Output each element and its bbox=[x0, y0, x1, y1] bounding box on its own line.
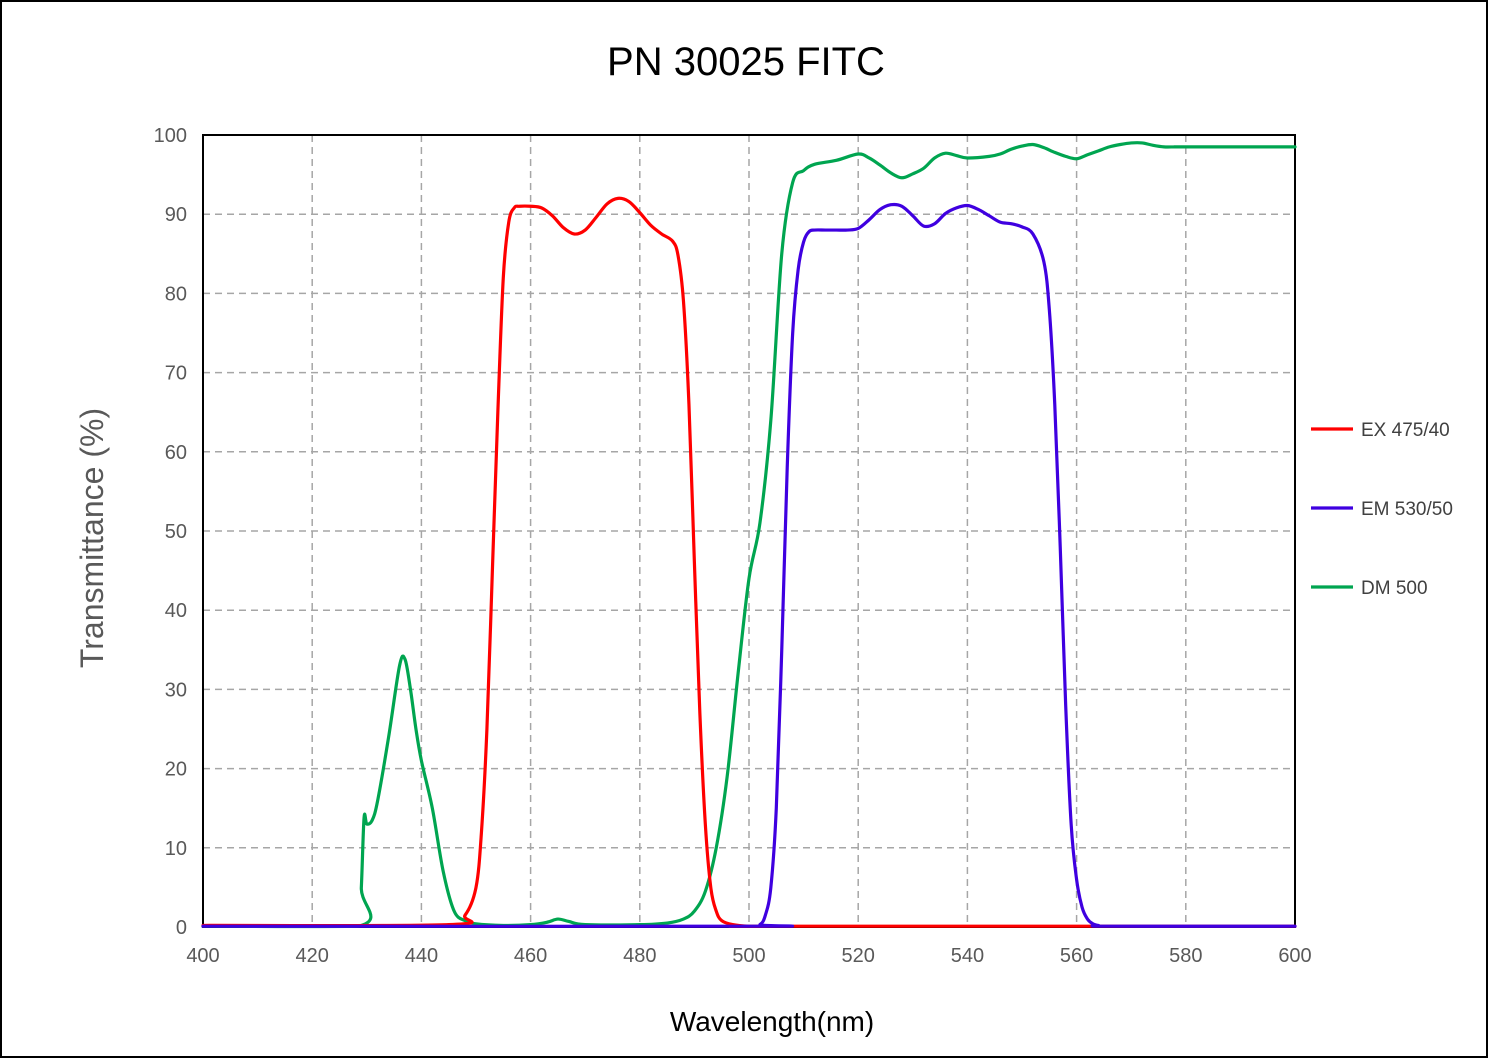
x-tick-label: 600 bbox=[1278, 945, 1311, 967]
grid-layer bbox=[203, 135, 1295, 927]
x-tick-label: 560 bbox=[1060, 945, 1093, 967]
chart-title: PN 30025 FITC bbox=[607, 40, 885, 84]
x-tick-label: 500 bbox=[732, 945, 765, 967]
y-tick-label: 70 bbox=[165, 363, 187, 385]
legend: EX 475/40 EM 530/50 DM 500 bbox=[1311, 420, 1453, 599]
y-tick-label: 20 bbox=[165, 759, 187, 781]
y-tick-label: 10 bbox=[165, 838, 187, 860]
legend-label-dm-500: DM 500 bbox=[1361, 578, 1428, 599]
ticks-layer: 400 420 440 460 480 500 520 540 560 580 600 0 10 20 30… bbox=[154, 125, 1312, 967]
y-tick-label: 0 bbox=[176, 917, 187, 939]
legend-label-em-530-50: EM 530/50 bbox=[1361, 499, 1453, 520]
y-tick-label: 30 bbox=[165, 679, 187, 701]
x-tick-label: 480 bbox=[623, 945, 656, 967]
y-tick-label: 50 bbox=[165, 521, 187, 543]
series-line-dm-500 bbox=[201, 141, 1297, 929]
y-tick-label: 80 bbox=[165, 283, 187, 305]
x-tick-label: 580 bbox=[1169, 945, 1202, 967]
x-tick-label: 540 bbox=[951, 945, 984, 967]
x-tick-label: 400 bbox=[186, 945, 219, 967]
x-tick-label: 520 bbox=[842, 945, 875, 967]
x-tick-label: 440 bbox=[405, 945, 438, 967]
series-line-ex-475-40 bbox=[201, 196, 1297, 928]
y-axis-label: Transmittance (%) bbox=[74, 408, 110, 668]
y-tick-label: 40 bbox=[165, 600, 187, 622]
y-tick-label: 100 bbox=[154, 125, 187, 147]
x-tick-label: 460 bbox=[514, 945, 547, 967]
y-tick-label: 60 bbox=[165, 442, 187, 464]
legend-label-ex-475-40: EX 475/40 bbox=[1361, 420, 1450, 441]
y-tick-label: 90 bbox=[165, 204, 187, 226]
x-axis-label: Wavelength(nm) bbox=[670, 1006, 874, 1037]
series-layer bbox=[201, 141, 1297, 929]
series-line-em-530-50 bbox=[201, 202, 1297, 928]
x-tick-label: 420 bbox=[296, 945, 329, 967]
